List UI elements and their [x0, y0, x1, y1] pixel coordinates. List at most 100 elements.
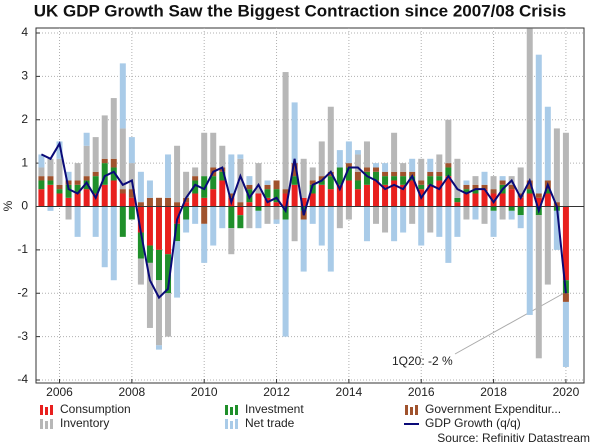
bar-segment [38, 176, 45, 181]
legend-swatch [50, 405, 53, 415]
bar-segment [110, 206, 117, 281]
legend-swatch [230, 421, 233, 429]
bar-segment [300, 206, 307, 211]
bar-segment [264, 184, 271, 190]
bar-segment [56, 184, 63, 190]
bar-segment [264, 180, 271, 185]
x-tick-label: 2014 [336, 385, 363, 399]
bar-segment [146, 180, 153, 198]
y-tick-label: 3 [21, 69, 28, 83]
bar-segment [481, 189, 488, 207]
bar-segment [128, 189, 135, 198]
legend-swatch [40, 419, 43, 429]
bar-segment [409, 171, 416, 177]
bar-segment [345, 167, 352, 181]
bar-segment [373, 163, 380, 168]
bar-segment [345, 206, 352, 220]
bar-segment [192, 176, 199, 181]
bar-segment [526, 28, 533, 181]
bar-segment [192, 206, 199, 224]
bar-segment [146, 262, 153, 328]
bar-segment [391, 132, 398, 172]
bar-segment [327, 171, 334, 177]
bar-segment [463, 206, 470, 220]
bar-segment [201, 206, 208, 224]
bar-segment [246, 184, 253, 190]
plot-frame [35, 27, 585, 384]
bar-segment [463, 193, 470, 207]
x-tick-label: 2010 [191, 385, 218, 399]
bar-segment [137, 258, 144, 285]
bar-segment [400, 184, 407, 207]
source: Source: Refinitiv Datastream [437, 431, 590, 445]
bar-segment [336, 150, 343, 168]
x-tick-label: 2020 [553, 385, 580, 399]
bar-segment [400, 171, 407, 177]
bar-segment [201, 223, 208, 263]
bar-segment [391, 176, 398, 181]
bar-segment [282, 219, 289, 337]
bar-segment [373, 167, 380, 172]
bar-segment [210, 176, 217, 190]
legend-swatch [50, 419, 53, 429]
bar-segment [544, 106, 551, 181]
bar-segment [445, 167, 452, 177]
bar-segment [517, 215, 524, 229]
bar-segment [128, 197, 135, 207]
bar-segment [264, 189, 271, 198]
bar-segment [382, 163, 389, 172]
bar-segment [318, 176, 325, 181]
bar-segment [282, 206, 289, 220]
bar-segment [327, 206, 334, 272]
y-tick-label: 1 [21, 155, 28, 169]
bar-segment [155, 249, 162, 281]
bar-segment [391, 180, 398, 207]
bar-segment [490, 193, 497, 207]
bar-segment [110, 158, 117, 168]
bar-segment [309, 180, 316, 185]
bar-segment [165, 254, 172, 294]
bar-segment [427, 158, 434, 172]
legend-label: Investment [245, 402, 304, 416]
bar-segment [47, 184, 54, 207]
bar-segment [517, 167, 524, 194]
bar-segment [273, 219, 280, 224]
bar-segment [318, 180, 325, 185]
bar-segment [47, 176, 54, 181]
bar-segment [472, 176, 479, 185]
bar-segment [345, 141, 352, 164]
legend-swatch [235, 405, 238, 415]
bar-segment [382, 184, 389, 207]
bar-segment [92, 206, 99, 237]
bar-segment [237, 215, 244, 229]
bar-segment [345, 163, 352, 168]
bar-segment [228, 154, 235, 194]
bar-segment [327, 176, 334, 190]
bar-segment [508, 210, 515, 220]
bar-segment [38, 154, 45, 168]
bar-segment [309, 206, 316, 224]
legend-swatch [45, 421, 48, 429]
y-tick-label: 4 [21, 25, 28, 39]
bar-segment [300, 219, 307, 272]
bar-segment [553, 210, 560, 250]
bar-segment [219, 171, 226, 181]
bar-segment [119, 193, 126, 207]
bar-segment [137, 206, 144, 233]
bar-segment [137, 171, 144, 203]
bar-segment [74, 193, 81, 207]
bar-segment [183, 219, 190, 233]
bar-segment [418, 184, 425, 190]
bar-segment [535, 215, 542, 359]
bar-segment [83, 180, 90, 190]
bar-segment [562, 132, 569, 207]
bar-segment [201, 197, 208, 207]
bar-segment [119, 206, 126, 237]
bar-segment [382, 176, 389, 185]
bar-segment [499, 176, 506, 181]
bar-segment [264, 206, 271, 224]
bar-segment [300, 197, 307, 207]
bar-segment [255, 210, 262, 229]
bar-segment [363, 171, 370, 185]
bar-segment [273, 202, 280, 207]
